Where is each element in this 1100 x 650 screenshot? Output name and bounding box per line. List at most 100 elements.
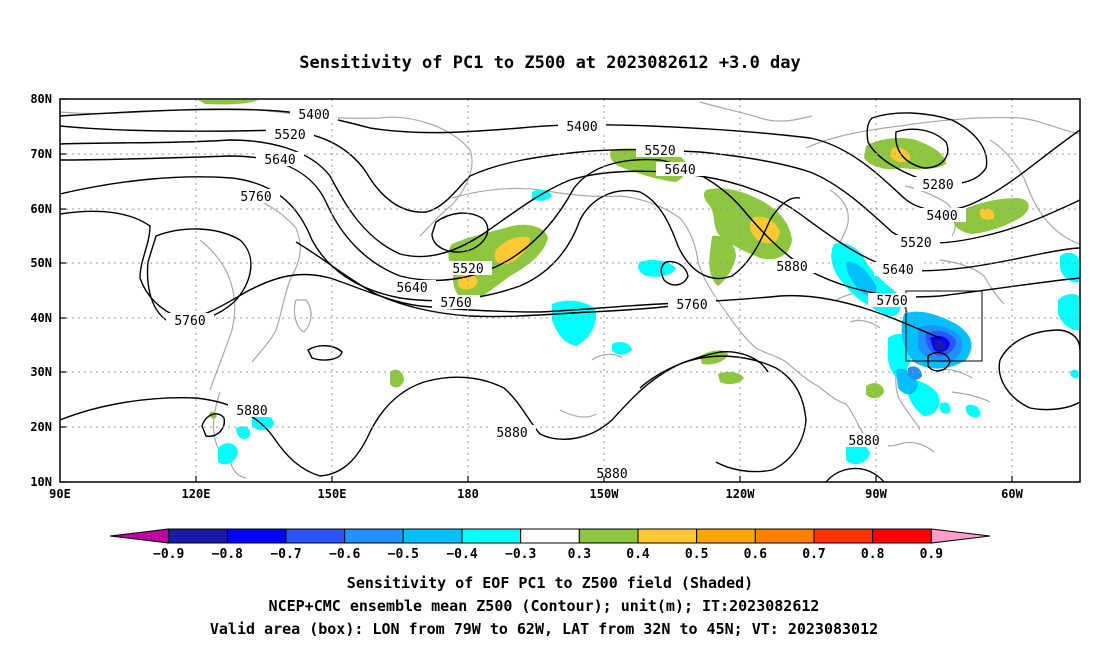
graticule <box>60 99 1080 482</box>
contour-label-18: 5760 <box>668 297 716 313</box>
colorbar-tick-label: −0.6 <box>329 547 360 562</box>
lon-label-90w: 90W <box>865 487 887 501</box>
svg-text:5640: 5640 <box>664 163 695 178</box>
contour-label-16: 5760 <box>868 293 916 309</box>
colorbar-segment <box>520 528 580 544</box>
svg-text:5880: 5880 <box>848 434 879 449</box>
contour-label-2: 5520 <box>266 127 314 143</box>
lat-label-10n: 10N <box>30 475 52 489</box>
contour-labels: 5400 5520 5640 5760 5880 5400 5520 5640 … <box>166 107 966 482</box>
lon-label-120e: 120E <box>182 487 211 501</box>
colorbar-segment <box>402 528 463 544</box>
valid-area-box <box>905 290 983 362</box>
map-panel: 5400 5520 5640 5760 5880 5400 5520 5640 … <box>30 92 1081 501</box>
svg-text:5880: 5880 <box>596 467 627 482</box>
lon-labels: 90E 120E 150E 180 150W 120W 90W 60W <box>49 487 1023 501</box>
colorbar-tick-label: 0.8 <box>861 547 885 562</box>
lon-label-120w: 120W <box>726 487 756 501</box>
contour-label-10: 5640 <box>388 280 436 296</box>
colorbar-tick-label: −0.7 <box>270 547 301 562</box>
lat-label-60n: 60N <box>30 202 52 216</box>
colorbar-segment <box>461 528 522 544</box>
contour-label-20: 5880 <box>488 425 536 441</box>
colorbar-tick-label: −0.8 <box>212 547 243 562</box>
lat-label-80n: 80N <box>30 92 52 106</box>
svg-text:5520: 5520 <box>452 262 483 277</box>
lat-label-20n: 20N <box>30 420 52 434</box>
svg-text:5520: 5520 <box>274 128 305 143</box>
svg-text:5520: 5520 <box>900 236 931 251</box>
svg-text:5880: 5880 <box>776 260 807 275</box>
colorbar-tick-label: 0.5 <box>685 547 708 562</box>
lon-label-90e: 90E <box>49 487 71 501</box>
colorbar-segment <box>813 528 874 544</box>
colorbar-tick-label: 0.9 <box>920 547 943 562</box>
colorbar-segment <box>344 528 404 544</box>
map-title: Sensitivity of PC1 to Z500 at 2023082612… <box>299 53 801 73</box>
lon-label-60w: 60W <box>1001 487 1023 501</box>
svg-text:5640: 5640 <box>264 153 295 168</box>
colorbar-tick-label: −0.3 <box>505 547 536 562</box>
lat-label-50n: 50N <box>30 256 52 270</box>
svg-text:5400: 5400 <box>298 108 329 123</box>
svg-text:5880: 5880 <box>496 426 527 441</box>
contour-label-13: 5400 <box>918 208 966 224</box>
svg-text:5640: 5640 <box>396 281 427 296</box>
map-frame <box>59 98 1081 483</box>
colorbar-segment <box>872 528 932 544</box>
caption-contour: NCEP+CMC ensemble mean Z500 (Contour); u… <box>269 597 820 615</box>
svg-text:5400: 5400 <box>566 120 597 135</box>
contour-label-4: 5760 <box>232 189 280 205</box>
colorbar-tick-label: −0.9 <box>153 547 184 562</box>
contour-label-12: 5280 <box>914 177 962 193</box>
colorbar-segment <box>754 528 815 544</box>
colorbar-tick-label: 0.4 <box>626 547 650 562</box>
svg-text:5760: 5760 <box>440 296 471 311</box>
svg-text:5760: 5760 <box>676 298 707 313</box>
contour-label-9: 5520 <box>444 261 492 277</box>
colorbar: −0.9 −0.8 −0.7 −0.6 −0.5 −0.4 −0.3 0.3 0.4 0.5 0.6… <box>109 528 991 562</box>
contour-label-8: 5640 <box>656 162 704 178</box>
svg-text:5280: 5280 <box>922 178 953 193</box>
contour-label-11: 5760 <box>432 295 480 311</box>
lat-label-40n: 40N <box>30 311 52 325</box>
colorbar-tick-label: −0.4 <box>446 547 477 562</box>
svg-text:5880: 5880 <box>236 404 267 419</box>
contour-label-14: 5520 <box>892 235 940 251</box>
colorbar-segment <box>168 528 228 544</box>
svg-text:5760: 5760 <box>174 314 205 329</box>
contour-label-3: 5640 <box>256 152 304 168</box>
colorbar-tick-label: −0.5 <box>388 547 419 562</box>
svg-text:5760: 5760 <box>876 294 907 309</box>
colorbar-arrow-high <box>930 528 991 544</box>
caption-shading: Sensitivity of EOF PC1 to Z500 field (Sh… <box>347 574 753 592</box>
axis-ticks <box>60 98 1013 483</box>
contour-label-15: 5640 <box>874 262 922 278</box>
svg-text:5640: 5640 <box>882 263 913 278</box>
lon-label-150e: 150E <box>318 487 347 501</box>
colorbar-arrow-low <box>109 528 170 544</box>
lat-label-30n: 30N <box>30 365 52 379</box>
colorbar-tick-label: 0.7 <box>802 547 825 562</box>
colorbar-tick-label: 0.3 <box>568 547 591 562</box>
contour-label-19: 5760 <box>166 313 214 329</box>
svg-text:5400: 5400 <box>926 209 957 224</box>
colorbar-segment <box>285 528 346 544</box>
lon-label-180: 180 <box>457 487 479 501</box>
caption-valid-area: Valid area (box): LON from 79W to 62W, L… <box>210 620 878 638</box>
contour-label-22: 5880 <box>840 433 888 449</box>
contour-label-21: 5880 <box>588 466 636 482</box>
contour-label-17: 5880 <box>768 259 816 275</box>
contour-label-5: 5880 <box>228 403 276 419</box>
colorbar-tick-label: 0.6 <box>744 547 768 562</box>
colorbar-segment <box>696 528 756 544</box>
lat-label-70n: 70N <box>30 147 52 161</box>
contour-label-6: 5400 <box>558 119 606 135</box>
colorbar-segment <box>578 528 639 544</box>
lat-labels: 80N 70N 60N 50N 40N 30N 20N 10N <box>30 92 52 489</box>
lon-label-150w: 150W <box>590 487 620 501</box>
contour-label-1: 5400 <box>290 107 338 123</box>
svg-text:5520: 5520 <box>644 144 675 159</box>
colorbar-segment <box>226 528 287 544</box>
